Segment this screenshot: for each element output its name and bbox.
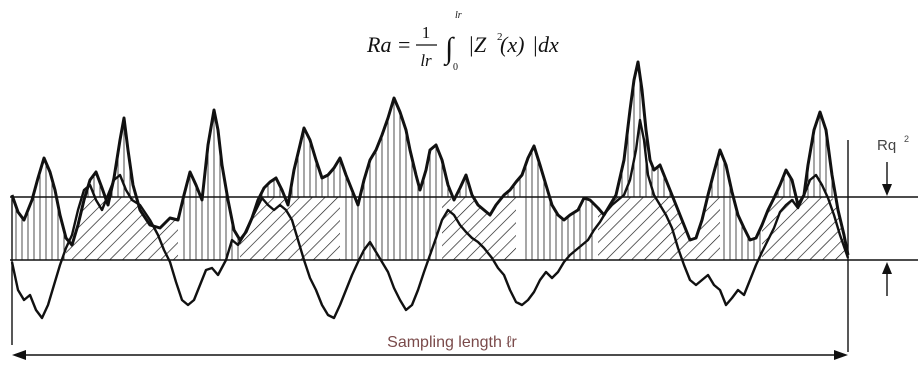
- hatched-region-0: [66, 197, 178, 260]
- double-arrow-icon: [12, 350, 26, 360]
- sampling-length-dimension: Sampling length ℓr: [12, 334, 848, 360]
- hatched-region-3: [598, 197, 720, 260]
- formula-superscript: 2: [497, 31, 503, 43]
- hatched-region-2: [442, 197, 516, 260]
- hatched-region-1: [240, 197, 340, 260]
- roughness-profile: [10, 60, 850, 256]
- formula-equals: =: [398, 32, 410, 57]
- arrow-up-icon: [882, 262, 892, 274]
- vertical-hatching: [15, 76, 833, 260]
- formula-integrand: |Z: [468, 32, 487, 57]
- formula: Ra = 1 lr ∫ lr 0 |Z 2 (x) |dx: [366, 10, 559, 73]
- double-arrow-icon-right: [834, 350, 848, 360]
- sampling-length-label: Sampling length ℓr: [387, 334, 517, 351]
- formula-denominator: lr: [420, 51, 432, 70]
- arrow-down-icon: [882, 184, 892, 196]
- formula-lower-limit: 0: [453, 62, 458, 73]
- profile-fills: [66, 197, 848, 260]
- integral-sign: ∫: [443, 32, 455, 67]
- formula-upper-limit: lr: [455, 10, 462, 21]
- rq-superscript: 2: [904, 134, 909, 144]
- formula-argument: (x): [500, 32, 524, 57]
- hatched-region-4: [762, 197, 848, 260]
- rq-dimension: Rq 2: [877, 134, 909, 296]
- formula-differential: |dx: [532, 32, 559, 57]
- formula-lhs: Ra: [366, 32, 391, 57]
- secondary-profile: [10, 118, 850, 320]
- rq-label: Rq: [877, 137, 896, 154]
- formula-numerator: 1: [422, 23, 431, 42]
